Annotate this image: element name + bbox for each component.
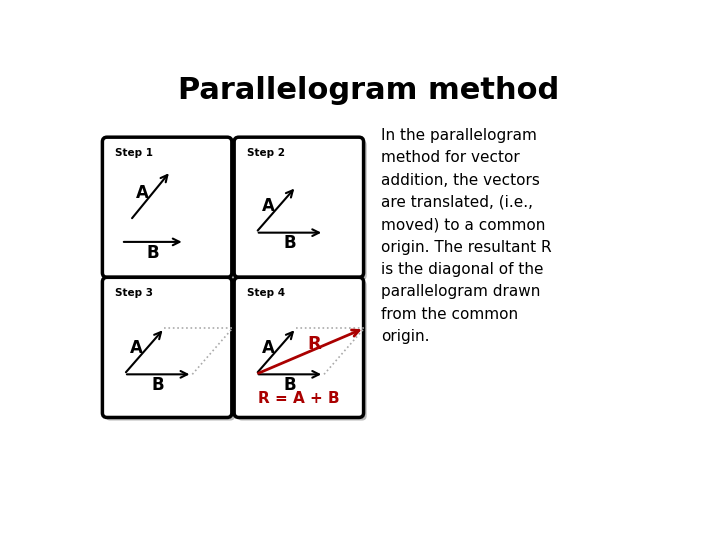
FancyBboxPatch shape [102,137,232,278]
Text: is the diagonal of the: is the diagonal of the [381,262,543,277]
Text: Step 2: Step 2 [246,148,284,158]
Text: A: A [262,339,275,357]
FancyBboxPatch shape [238,280,366,421]
Text: parallelogram drawn: parallelogram drawn [381,284,540,299]
Text: A: A [136,184,149,201]
FancyBboxPatch shape [102,278,232,417]
Text: B: B [284,234,296,252]
Text: method for vector: method for vector [381,150,519,165]
FancyBboxPatch shape [234,137,364,278]
Text: origin.: origin. [381,329,429,344]
Text: R = A + B: R = A + B [258,392,340,407]
Text: Step 3: Step 3 [114,288,153,298]
Text: In the parallelogram: In the parallelogram [381,128,536,143]
FancyBboxPatch shape [106,140,235,280]
Text: B: B [152,376,164,394]
Text: R: R [307,335,321,353]
Text: moved) to a common: moved) to a common [381,217,545,232]
Text: are translated, (i.e.,: are translated, (i.e., [381,195,533,210]
Text: from the common: from the common [381,307,518,322]
FancyBboxPatch shape [234,278,364,417]
Text: A: A [262,198,275,215]
Text: B: B [146,244,159,262]
FancyBboxPatch shape [106,280,235,421]
Text: Step 4: Step 4 [246,288,284,298]
Text: Step 1: Step 1 [114,148,153,158]
Text: A: A [130,339,143,357]
Text: addition, the vectors: addition, the vectors [381,173,539,187]
Text: origin. The resultant R: origin. The resultant R [381,240,552,254]
FancyBboxPatch shape [238,140,366,280]
Text: B: B [284,376,296,394]
Text: Parallelogram method: Parallelogram method [179,76,559,105]
